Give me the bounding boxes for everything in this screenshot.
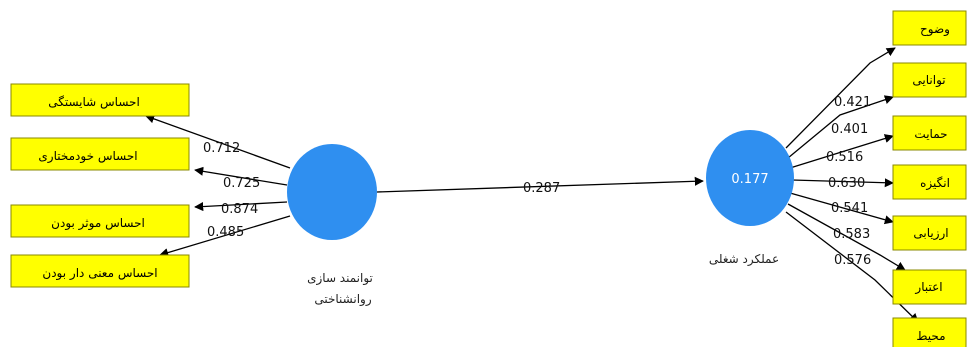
indicator-label: انگیزه	[920, 176, 950, 191]
indicator-box[interactable]: محیط	[892, 317, 967, 347]
indicator-box[interactable]: وضوح	[892, 10, 967, 46]
indicator-box[interactable]: حمایت	[892, 115, 967, 151]
indicator-label: احساس موثر بودن	[51, 216, 145, 231]
loading-label: 0.541	[831, 201, 868, 216]
loading-label: 0.874	[221, 202, 258, 217]
structural-edge	[376, 176, 704, 193]
edge-left-4	[159, 215, 291, 258]
loading-label: 0.516	[826, 150, 863, 165]
left-indicators: احساس شایستگی احساس خودمختاری احساس موثر…	[10, 83, 190, 288]
edge-right-6	[787, 203, 906, 271]
construct-value: 0.177	[731, 172, 768, 187]
indicator-label: احساس خودمختاری	[38, 149, 137, 164]
edge-right-2	[787, 95, 894, 159]
endogenous-label: عملکرد شغلی	[709, 252, 779, 267]
loading-label: 0.421	[834, 95, 871, 110]
indicator-box[interactable]: احساس موثر بودن	[10, 204, 190, 238]
right-loadings: 0.421 0.401 0.516 0.630 0.541 0.583 0.57…	[826, 95, 871, 268]
indicator-label: محیط	[916, 329, 945, 343]
edge-right-3	[789, 134, 894, 169]
right-indicators: وضوح توانایی حمایت انگیزه ارزیابی اعتبار…	[892, 10, 967, 347]
loading-label: 0.576	[834, 253, 871, 268]
indicator-label: حمایت	[914, 127, 947, 141]
indicator-label: ارزیابی	[913, 226, 948, 241]
indicator-box[interactable]: ارزیابی	[892, 215, 967, 251]
indicator-box[interactable]: اعتبار	[892, 269, 967, 305]
indicator-box[interactable]: انگیزه	[892, 164, 967, 200]
edge-right-7	[785, 211, 919, 323]
indicator-box[interactable]: احساس شایستگی	[10, 83, 190, 117]
indicator-label: اعتبار	[914, 280, 942, 295]
loading-label: 0.583	[833, 227, 870, 242]
edge-right-5	[789, 192, 894, 225]
construct-circle	[706, 130, 794, 226]
left-edges	[145, 114, 291, 258]
loading-label: 0.712	[203, 141, 240, 156]
left-loadings: 0.712 0.725 0.874 0.485	[203, 141, 260, 240]
indicator-box[interactable]: احساس خودمختاری	[10, 137, 190, 171]
endogenous-construct[interactable]: 0.177	[706, 130, 794, 226]
structural-coefficient: 0.287	[523, 181, 560, 196]
exogenous-construct[interactable]	[287, 144, 377, 240]
loading-label: 0.630	[828, 176, 865, 191]
indicator-label: وضوح	[920, 22, 950, 37]
edge-left-2	[194, 166, 288, 186]
construct-circle	[287, 144, 377, 240]
loading-label: 0.401	[831, 122, 868, 137]
exogenous-label-line2: روانشناختی	[314, 292, 371, 307]
loading-label: 0.485	[207, 225, 244, 240]
edge-left-1	[145, 114, 291, 169]
right-edges	[785, 47, 919, 323]
loading-label: 0.725	[223, 176, 260, 191]
indicator-box[interactable]: احساس معنی دار بودن	[10, 254, 190, 288]
edge-right-1	[785, 47, 896, 149]
edge-left-3	[194, 201, 288, 212]
exogenous-label-line1: توانمند سازی	[307, 271, 373, 286]
indicator-box[interactable]: توانایی	[892, 62, 967, 98]
edge-right-4	[791, 178, 894, 188]
indicator-label: احساس شایستگی	[48, 95, 140, 110]
indicator-label: توانایی	[912, 73, 945, 88]
indicator-label: احساس معنی دار بودن	[42, 266, 157, 281]
